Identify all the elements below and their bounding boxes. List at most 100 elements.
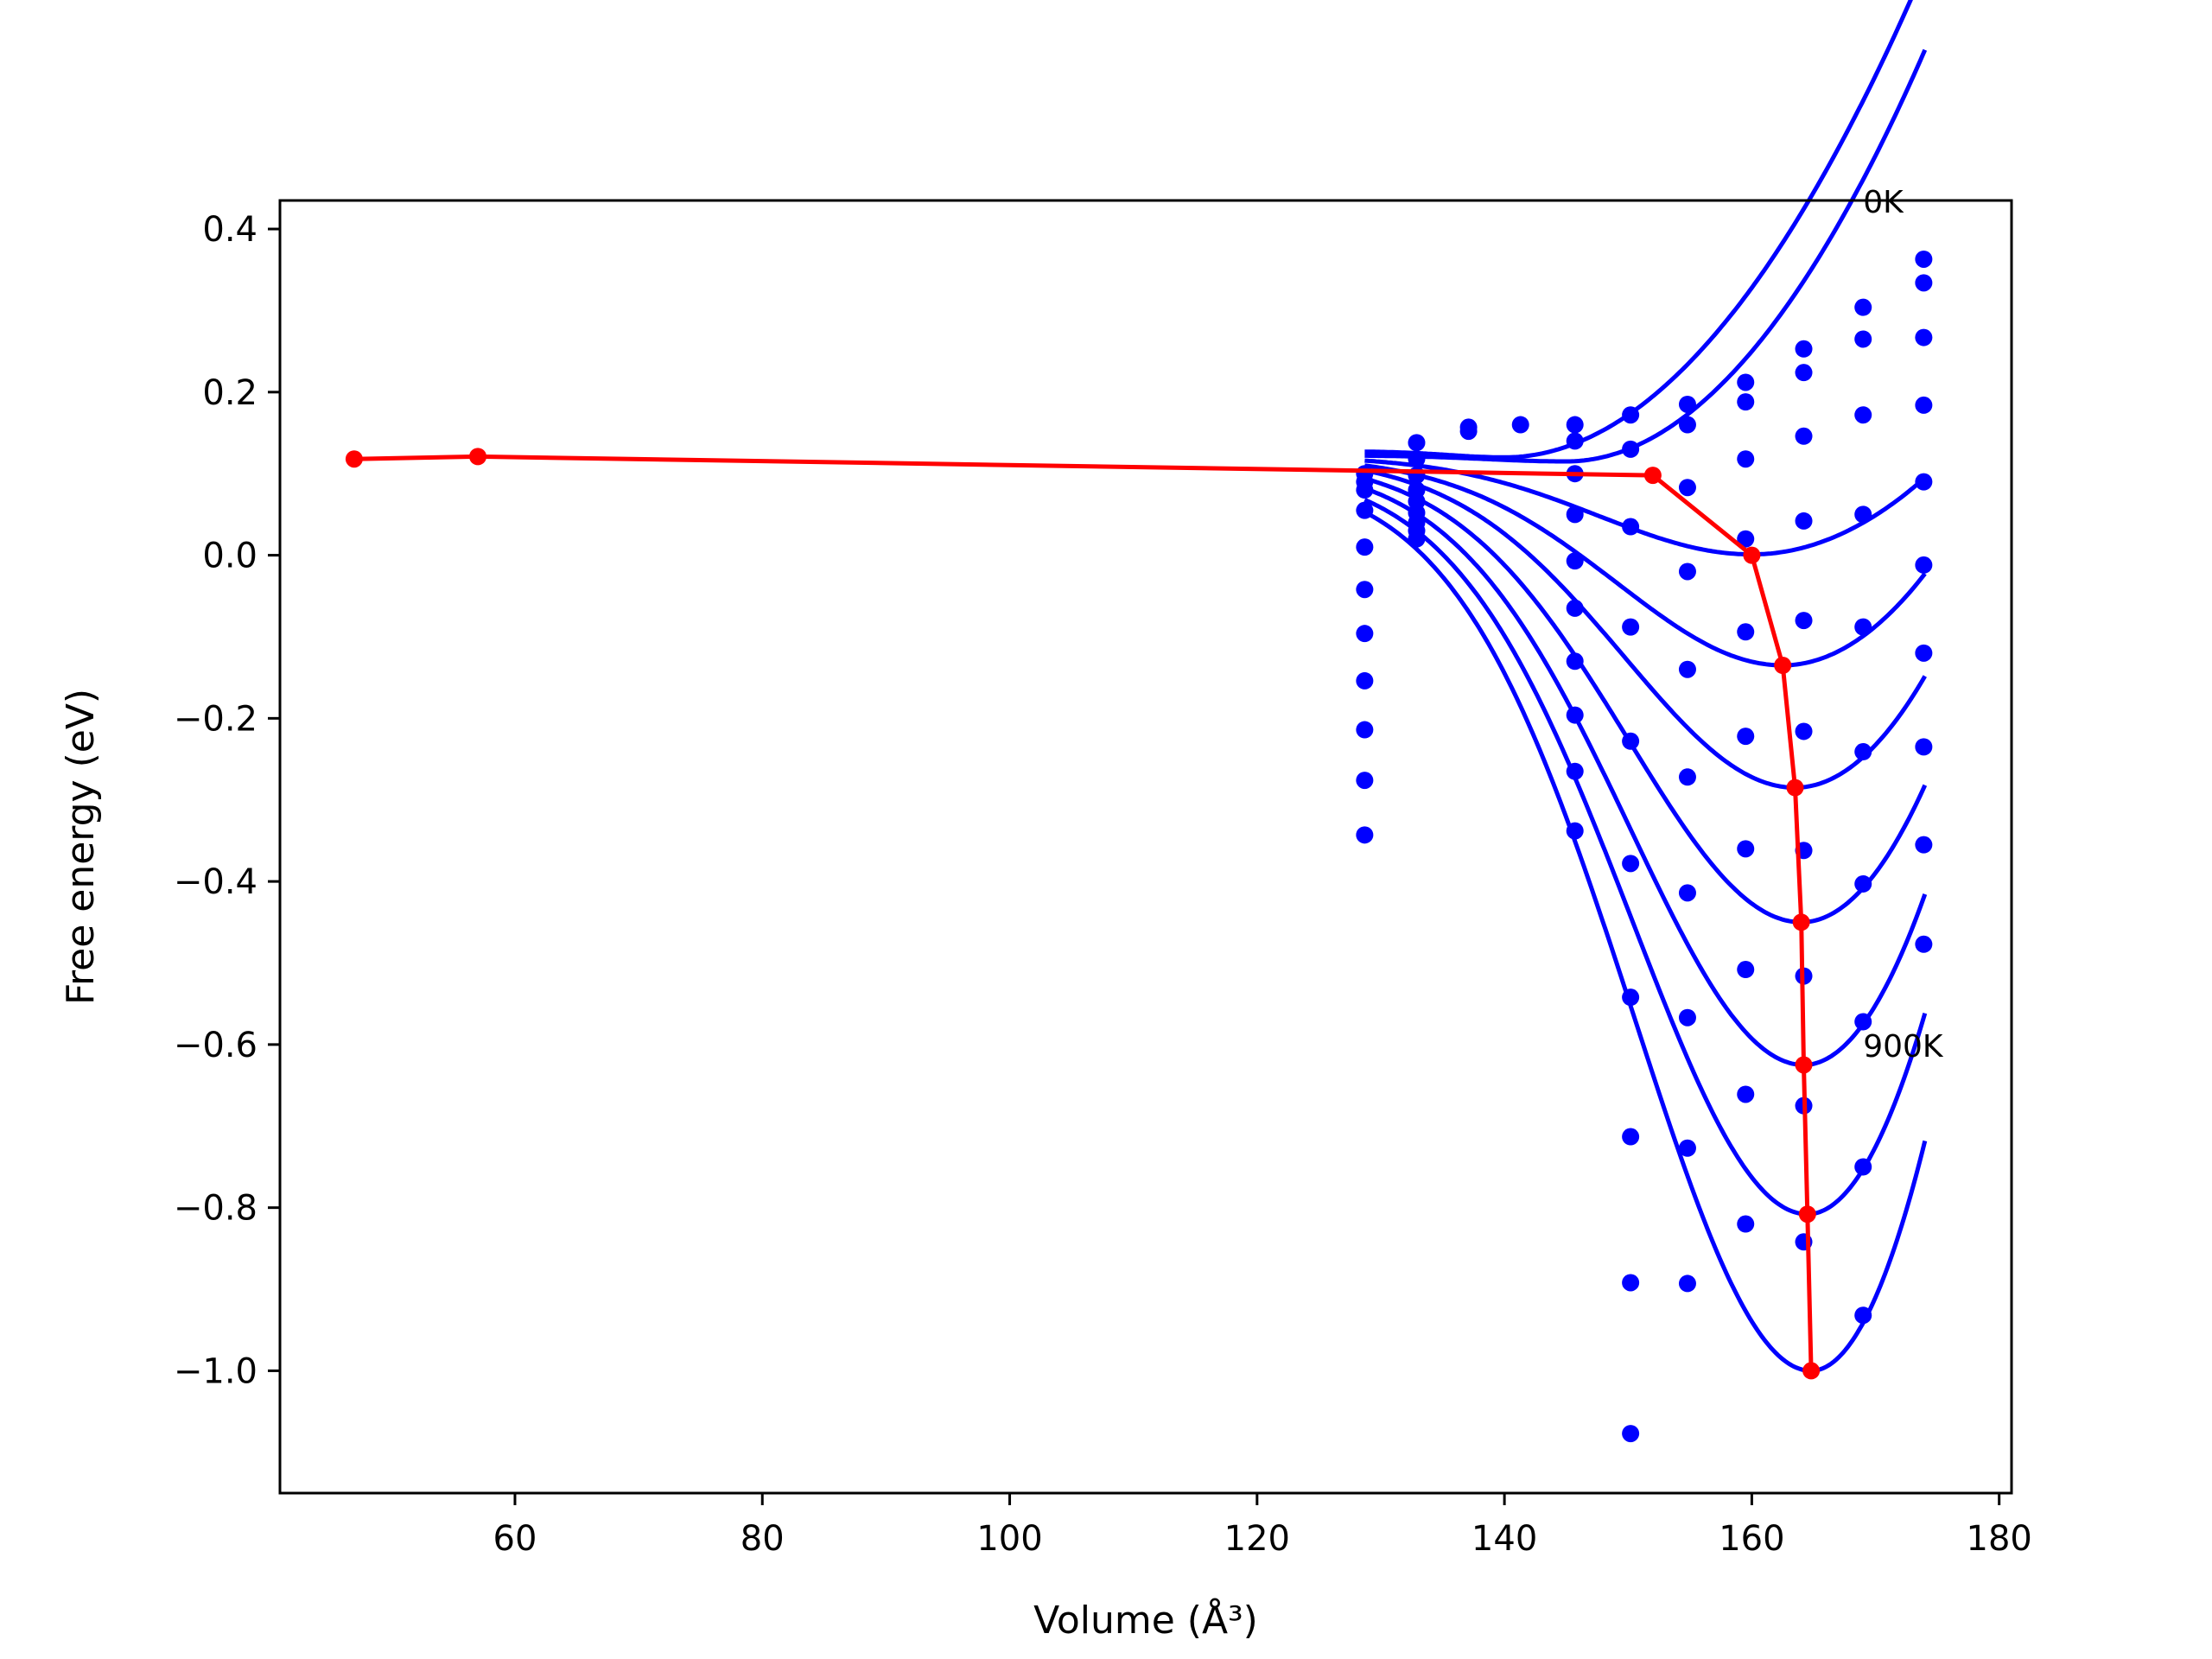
data-point-42 <box>1622 1274 1640 1292</box>
annotation-label-2: 900K <box>1863 1029 1944 1065</box>
y-tick-label: 0.2 <box>202 373 257 413</box>
data-point-6 <box>1356 581 1374 599</box>
data-point-65 <box>1795 364 1813 382</box>
fit-curve-4 <box>1364 463 1927 668</box>
data-points <box>1356 250 1933 1443</box>
data-point-39 <box>1622 855 1640 873</box>
data-point-37 <box>1622 618 1640 636</box>
data-point-11 <box>1356 826 1374 844</box>
data-point-8 <box>1356 671 1374 690</box>
data-point-32 <box>1566 762 1584 780</box>
data-point-12 <box>1408 434 1426 452</box>
data-point-91 <box>1915 738 1933 756</box>
data-point-23 <box>1511 416 1529 434</box>
data-point-76 <box>1854 406 1872 424</box>
data-point-56 <box>1737 450 1755 468</box>
data-point-57 <box>1737 530 1755 548</box>
fit-curve-2 <box>1364 48 1928 464</box>
data-point-22 <box>1459 423 1478 441</box>
data-point-28 <box>1566 552 1584 570</box>
data-point-29 <box>1566 599 1584 617</box>
data-point-64 <box>1795 340 1813 358</box>
data-point-61 <box>1737 961 1755 979</box>
data-point-48 <box>1678 660 1696 678</box>
data-point-75 <box>1854 330 1872 348</box>
data-point-45 <box>1678 416 1696 434</box>
data-point-24 <box>1566 416 1584 434</box>
y-axis-label: Free energy (eV) <box>59 689 103 1005</box>
data-point-74 <box>1854 298 1872 316</box>
data-point-69 <box>1795 722 1813 741</box>
data-point-86 <box>1915 328 1933 346</box>
data-point-43 <box>1622 1425 1640 1443</box>
data-point-40 <box>1622 988 1640 1007</box>
data-point-92 <box>1915 836 1933 854</box>
x-tick-label: 140 <box>1471 1519 1537 1559</box>
data-point-4 <box>1356 501 1374 519</box>
annotations: 0K 900K <box>1863 185 1944 1065</box>
data-point-30 <box>1566 652 1584 671</box>
data-point-59 <box>1737 728 1755 746</box>
y-tick-label: 0.0 <box>202 537 257 576</box>
data-point-53 <box>1678 1274 1696 1293</box>
data-point-50 <box>1678 884 1696 902</box>
data-point-25 <box>1566 432 1584 450</box>
data-point-20 <box>1408 530 1426 548</box>
data-point-87 <box>1915 396 1933 414</box>
data-point-47 <box>1678 563 1696 581</box>
minimum-path-point-4 <box>1743 546 1761 564</box>
y-tick-label: −0.8 <box>174 1189 257 1229</box>
data-point-34 <box>1622 406 1640 424</box>
data-point-54 <box>1737 373 1755 391</box>
data-point-36 <box>1622 518 1640 536</box>
data-point-7 <box>1356 625 1374 643</box>
data-point-35 <box>1622 440 1640 458</box>
fit-curve-6 <box>1363 476 1928 925</box>
y-tick-label: 0.4 <box>202 210 257 250</box>
data-point-60 <box>1737 840 1755 858</box>
x-tick-label: 80 <box>741 1519 785 1559</box>
x-axis-ticks: 60 80 100 120 140 160 180 <box>493 1493 2032 1559</box>
y-tick-label: −0.2 <box>174 699 257 739</box>
data-point-58 <box>1737 623 1755 641</box>
data-point-78 <box>1854 618 1872 636</box>
minimum-path-point-6 <box>1786 779 1804 797</box>
x-tick-label: 160 <box>1719 1519 1784 1559</box>
data-point-67 <box>1795 512 1813 530</box>
data-point-31 <box>1566 706 1584 724</box>
data-point-88 <box>1915 473 1933 491</box>
x-tick-label: 180 <box>1967 1519 2032 1559</box>
data-point-79 <box>1854 743 1872 761</box>
minimum-path-point-10 <box>1802 1362 1821 1380</box>
data-point-80 <box>1854 874 1872 893</box>
data-point-33 <box>1566 822 1584 840</box>
fit-curve-7 <box>1363 486 1928 1068</box>
data-point-66 <box>1795 427 1813 445</box>
x-tick-label: 100 <box>976 1519 1042 1559</box>
minimum-path-point-7 <box>1792 913 1810 931</box>
data-point-77 <box>1854 505 1872 524</box>
data-point-81 <box>1854 1013 1872 1031</box>
data-point-3 <box>1356 481 1374 499</box>
minimum-path-line <box>353 454 1814 1371</box>
minimum-path-point-8 <box>1795 1056 1813 1074</box>
data-point-63 <box>1737 1215 1755 1233</box>
plot-frame <box>278 199 2013 1495</box>
x-tick-label: 60 <box>493 1519 537 1559</box>
data-point-49 <box>1678 768 1696 786</box>
data-point-38 <box>1622 732 1640 750</box>
data-point-5 <box>1356 538 1374 556</box>
y-axis-ticks: 0.4 0.2 0.0 −0.2 −0.4 −0.6 −0.8 −1.0 <box>174 210 280 1391</box>
x-axis-label: Volume (Å³) <box>1033 1597 1258 1643</box>
data-point-93 <box>1915 935 1933 953</box>
minimum-path-point-2 <box>469 448 487 466</box>
fit-curve-9 <box>1363 510 1928 1373</box>
fit-curve-5 <box>1363 467 1927 791</box>
data-point-84 <box>1915 250 1933 268</box>
data-point-62 <box>1737 1085 1755 1103</box>
minimum-path-point-3 <box>1643 467 1662 485</box>
y-tick-label: −0.4 <box>174 862 257 902</box>
data-point-68 <box>1795 612 1813 630</box>
data-point-85 <box>1915 274 1933 292</box>
